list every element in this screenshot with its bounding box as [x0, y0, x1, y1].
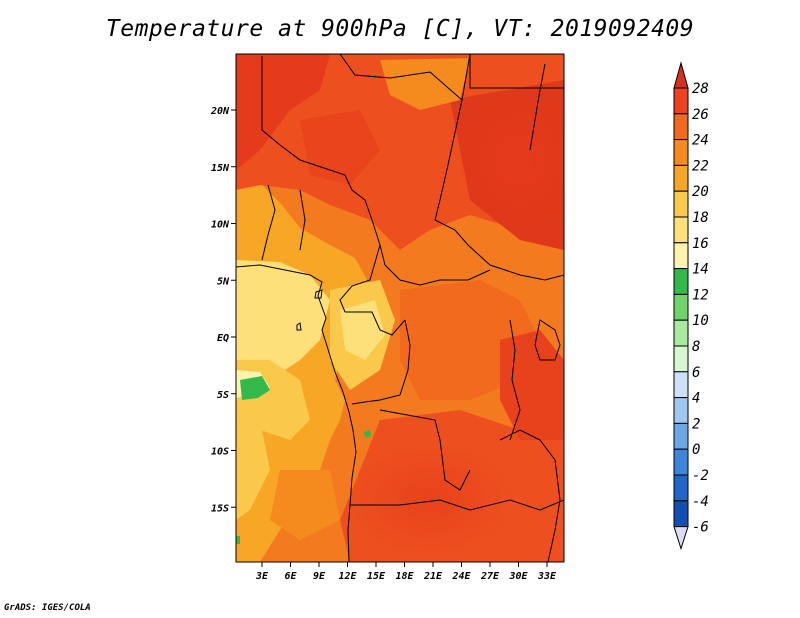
gabon-congo-border [345, 311, 406, 336]
temperature-field [236, 54, 564, 562]
colorbar-label: 0 [692, 442, 700, 458]
southern-hot-core [350, 445, 510, 555]
x-tick-label: 12E [338, 571, 357, 582]
libya-border [339, 54, 471, 101]
colorbar-bin [673, 164, 689, 192]
y-tick-label: 15N [211, 163, 230, 174]
colorbar-label: 22 [692, 158, 709, 174]
colorbar-label: -4 [692, 494, 709, 510]
x-tick-label: 27E [480, 571, 500, 582]
colorbar-bin [673, 422, 689, 450]
colorbar-bin [673, 268, 689, 295]
colorbar-label: 24 [692, 133, 709, 149]
malawi-mozambique [499, 429, 561, 562]
y-tick-label: 5S [217, 390, 229, 401]
drc-angola-north [351, 394, 401, 405]
cameroon-border [339, 244, 381, 313]
colorbar-bin [673, 371, 689, 399]
colorbar-bin [673, 190, 689, 218]
y-tick-label: EQ [217, 333, 229, 344]
colorbar-label: 20 [692, 184, 709, 200]
nigeria-border [299, 189, 306, 251]
coolest-patch [240, 376, 270, 400]
mali-niger-border [261, 56, 386, 266]
x-axis: 3E 6E 9E 12E 15E 18E 21E 24E 27E 30E 33E [255, 562, 557, 582]
congo-drc-border [399, 319, 411, 396]
coolest-edge-patch [236, 536, 240, 544]
x-tick-label: 18E [395, 571, 414, 582]
y-axis: 20N 15N 10N 5N EQ 5S 10S 15S [210, 106, 236, 514]
colorbar-label: 8 [692, 339, 700, 355]
colorbar-bin [673, 474, 689, 502]
colorbar-bin [673, 397, 689, 424]
map-title: Temperature at 900hPa [C], VT: 201909240… [105, 16, 695, 42]
grads-credit: GrADS: IGES/COLA [4, 603, 91, 613]
colorbar-label: -6 [692, 520, 709, 536]
x-tick-label: 33E [537, 571, 557, 582]
y-tick-label: 5N [217, 276, 230, 287]
y-tick-label: 20N [210, 106, 230, 117]
colorbar-label: 26 [692, 107, 709, 123]
colorbar-bin [673, 293, 689, 321]
colorbar-bin [673, 448, 689, 476]
angola-warm [270, 470, 340, 540]
great-lakes-hot [500, 330, 564, 440]
colorbar-bin [673, 242, 689, 270]
colorbar-bottom-arrow [673, 526, 689, 551]
colorbar-bin [673, 139, 689, 166]
colorbar-label: 18 [692, 210, 709, 226]
libya-warm-patch [380, 58, 470, 110]
y-tick-label: 10N [211, 220, 230, 231]
colorbar-label: -2 [692, 468, 709, 484]
chad-sudan-border [434, 99, 564, 281]
car-border [384, 264, 491, 286]
x-tick-label: 30E [508, 571, 528, 582]
bioko-island [314, 289, 323, 299]
angola-drc-border [379, 409, 471, 491]
colorbar-label: 10 [692, 313, 709, 329]
x-tick-label: 21E [423, 571, 443, 582]
coastlines-borders [236, 54, 564, 562]
colorbar-label: 12 [692, 287, 709, 303]
west-africa-border [261, 184, 276, 261]
colorbar-bin [673, 87, 689, 115]
x-tick-label: 15E [367, 571, 386, 582]
colorbar-label: 14 [692, 262, 709, 278]
colorbar-top-arrow [673, 61, 689, 89]
y-tick-label: 10S [211, 447, 229, 458]
x-tick-label: 24E [451, 571, 471, 582]
colorbar-label: 2 [692, 416, 700, 432]
southern-border [350, 499, 564, 511]
northwest-hot-core [236, 54, 330, 170]
egypt-sudan-border [469, 54, 564, 89]
gulf-guinea-cool [236, 260, 330, 390]
y-tick-label: 15S [211, 503, 229, 514]
lake-victoria [534, 319, 561, 361]
x-tick-label: 6E [284, 571, 297, 582]
rift-lakes-west [509, 319, 521, 441]
colorbar-bin [673, 113, 689, 141]
x-tick-label: 3E [255, 571, 269, 582]
west-coastline [236, 264, 357, 562]
colorbar-label: 16 [692, 236, 709, 252]
colorbar-label: 28 [692, 81, 709, 97]
northeast-hot-core [460, 90, 564, 230]
colorbar-label: 6 [692, 365, 700, 381]
map-frame [235, 53, 565, 563]
x-tick-label: 9E [313, 571, 326, 582]
colorbar-label: 4 [692, 391, 700, 407]
colorbar-bin [673, 319, 689, 347]
colorbar-bin [673, 345, 689, 373]
sao-tome-island [296, 322, 302, 331]
sw-atlantic-cool [236, 420, 270, 520]
colorbar-bin [673, 216, 689, 244]
colorbar-bin [673, 500, 689, 528]
red-sea-coast [529, 63, 546, 151]
coolest-small-patch [364, 430, 371, 438]
